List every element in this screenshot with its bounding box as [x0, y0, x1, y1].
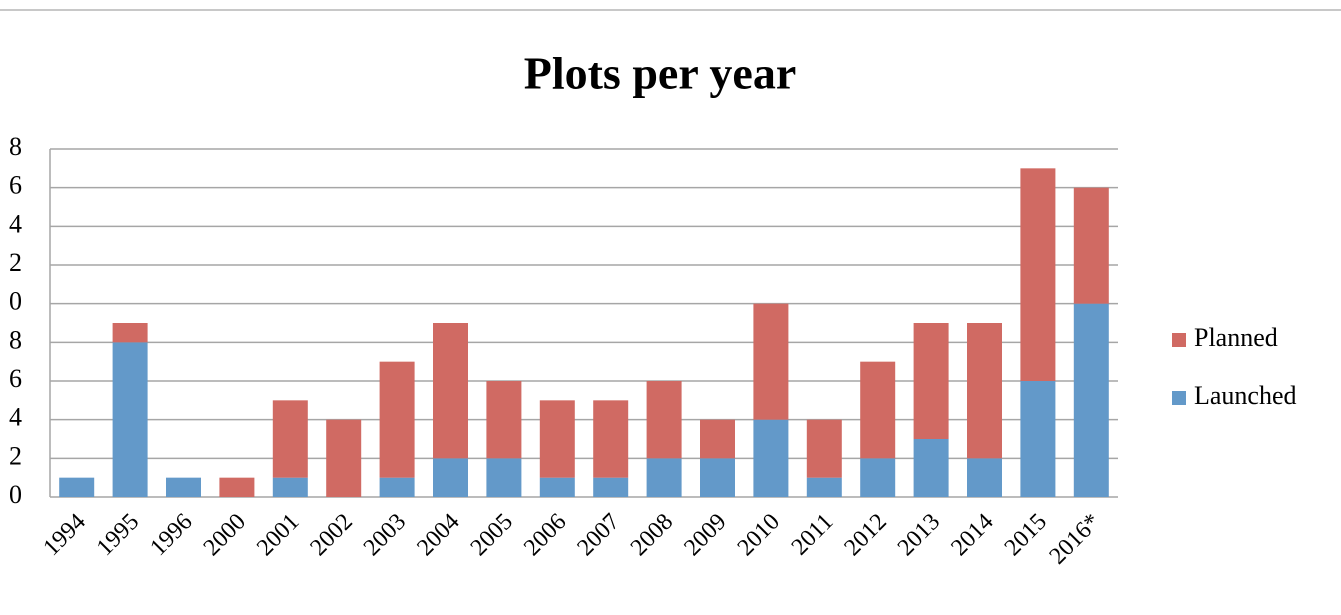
y-tick-label: 4: [9, 209, 22, 238]
chart-title: Plots per year: [524, 48, 797, 99]
y-tick-label: 8: [9, 325, 22, 354]
x-tick-label: 2002: [306, 509, 358, 561]
y-tick-label: 8: [9, 132, 22, 161]
bar-segment: [219, 477, 255, 497]
bar-segment: [860, 458, 896, 497]
legend-swatch: [1172, 391, 1186, 405]
bar-segment: [1073, 303, 1109, 497]
bar-segment: [59, 477, 95, 497]
bar-segment: [1073, 187, 1109, 304]
bar-segment: [753, 303, 789, 420]
bar-segment: [379, 361, 415, 478]
bar-segment: [753, 419, 789, 497]
y-tick-label: 6: [9, 364, 22, 393]
x-tick-label: 2010: [733, 509, 785, 561]
bar-segment: [539, 400, 575, 478]
x-tick-label: 2006: [519, 509, 571, 561]
x-tick-label: 1995: [92, 509, 144, 561]
x-tick-label: 2011: [787, 509, 839, 561]
bar-segment: [806, 477, 842, 497]
bar-segment: [486, 458, 522, 497]
bar-segment: [433, 323, 468, 459]
bar-segment: [913, 439, 949, 497]
bar-segment: [272, 400, 308, 478]
bar-segment: [433, 458, 468, 497]
x-tick-label: 2015: [1000, 509, 1052, 561]
x-tick-label: 2004: [412, 509, 464, 561]
bar-segment: [379, 477, 415, 497]
x-tick-label: 1996: [145, 509, 197, 561]
bar-segment: [593, 477, 629, 497]
bar-segment: [806, 419, 842, 478]
bar-segment: [166, 477, 201, 497]
bar-segment: [326, 419, 362, 497]
bar-segment: [112, 342, 148, 497]
y-tick-label: 2: [9, 248, 22, 277]
legend-swatch: [1172, 333, 1186, 347]
x-tick-label: 2001: [252, 509, 304, 561]
x-tick-label: 2003: [359, 509, 411, 561]
bar-segment: [967, 323, 1002, 459]
x-tick-label: 1994: [39, 509, 91, 561]
y-tick-label: 6: [9, 171, 22, 200]
bar-segment: [860, 361, 896, 459]
x-tick-label: 2000: [199, 509, 251, 561]
bar-segment: [1020, 168, 1056, 381]
y-tick-label: 2: [9, 441, 22, 470]
x-tick-label: 2009: [679, 509, 731, 561]
bar-segment: [700, 419, 735, 459]
bar-segment: [486, 381, 522, 459]
bar-segment: [913, 323, 949, 439]
y-tick-label: 0: [9, 287, 22, 316]
bar-segment: [593, 400, 629, 478]
bar-segment: [112, 323, 148, 343]
x-tick-label: 2008: [626, 509, 678, 561]
bar-segment: [539, 477, 575, 497]
bar-segment: [646, 381, 682, 459]
x-tick-label: 2012: [840, 509, 892, 561]
x-tick-label: 2016*: [1045, 509, 1106, 570]
x-tick-label: 2013: [893, 509, 945, 561]
x-tick-label: 2014: [946, 509, 998, 561]
bar-segment: [646, 458, 682, 497]
bar-segment: [700, 458, 735, 497]
x-tick-label: 2007: [573, 509, 625, 561]
x-tick-label: 2005: [466, 509, 518, 561]
bar-segment: [967, 458, 1002, 497]
bar-segment: [272, 477, 308, 497]
y-tick-label: 4: [9, 403, 22, 432]
y-tick-label: 0: [9, 480, 22, 509]
bar-segment: [1020, 381, 1056, 497]
legend-label: Launched: [1194, 381, 1297, 410]
legend-label: Planned: [1194, 323, 1278, 352]
